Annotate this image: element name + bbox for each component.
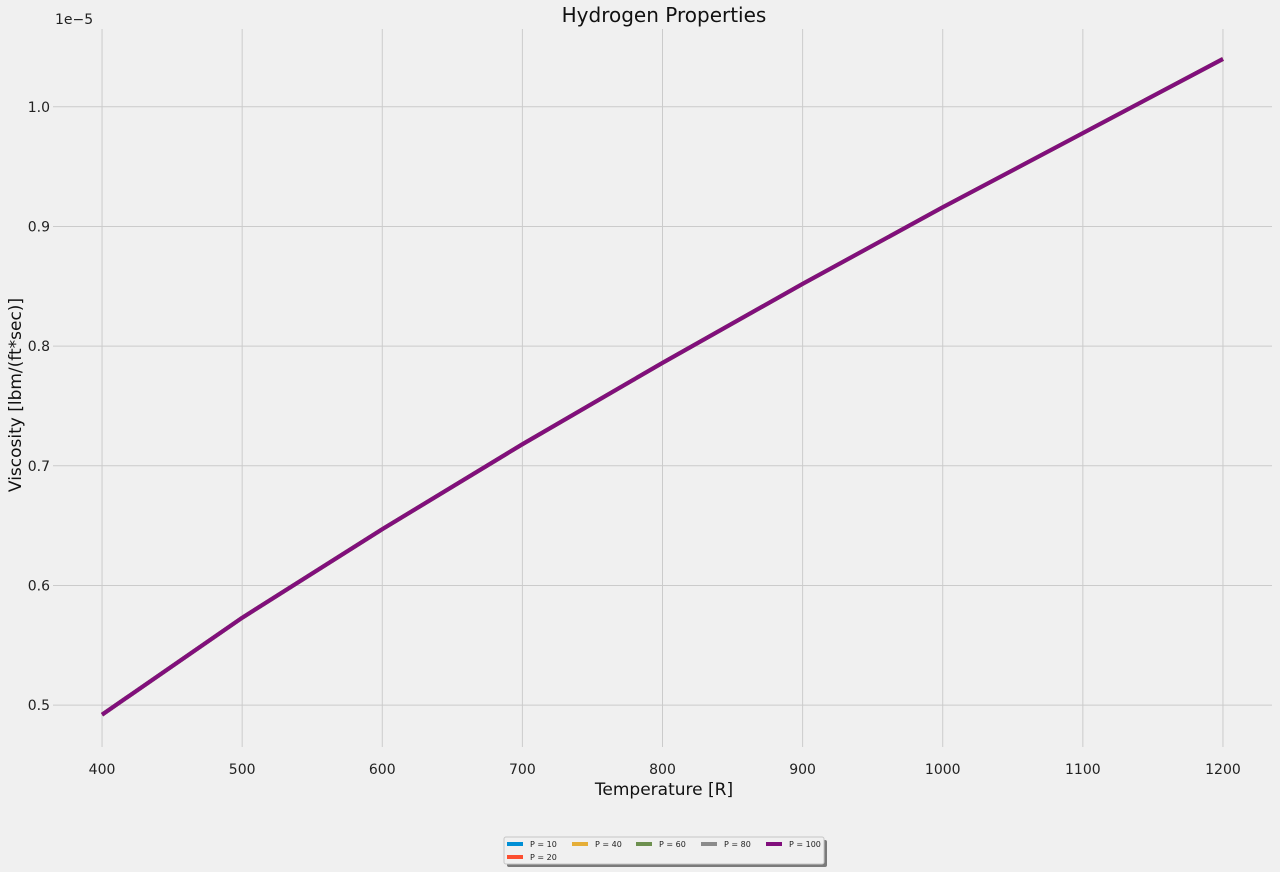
x-tick-label: 1100 xyxy=(1065,762,1101,778)
chart-title: Hydrogen Properties xyxy=(562,3,767,27)
y-axis-title: Viscosity [lbm/(ft*sec)] xyxy=(6,298,26,492)
x-tick-label: 400 xyxy=(89,762,116,778)
legend-label: P = 20 xyxy=(530,853,557,862)
legend-label: P = 100 xyxy=(789,840,821,849)
y-tick-label: 0.5 xyxy=(28,698,50,714)
x-tick-label: 1200 xyxy=(1205,762,1241,778)
x-tick-label: 1000 xyxy=(925,762,961,778)
x-tick-label: 600 xyxy=(369,762,396,778)
series-line xyxy=(100,57,1224,717)
series-layer xyxy=(100,57,1224,717)
legend-label: P = 40 xyxy=(595,840,622,849)
x-tick-label: 900 xyxy=(789,762,816,778)
y-tick-label: 0.9 xyxy=(28,219,50,235)
x-axis-title: Temperature [R] xyxy=(594,780,733,800)
y-tick-label: 0.8 xyxy=(28,339,50,355)
y-offset-label: 1e−5 xyxy=(55,12,93,28)
legend-label: P = 10 xyxy=(530,840,557,849)
x-tick-label: 800 xyxy=(649,762,676,778)
x-ticks: 400 500 600 700 800 900 1000 1100 1200 xyxy=(89,762,1241,778)
legend-label: P = 60 xyxy=(659,840,686,849)
legend-label: P = 80 xyxy=(724,840,751,849)
y-tick-label: 0.7 xyxy=(28,459,50,475)
y-ticks: 0.5 0.6 0.7 0.8 0.9 1.0 xyxy=(28,100,50,714)
x-tick-label: 500 xyxy=(229,762,256,778)
y-tick-label: 0.6 xyxy=(28,578,50,594)
legend: P = 10 P = 20 P = 40 P = 60 P = 80 P = 100 xyxy=(503,836,827,867)
y-tick-label: 1.0 xyxy=(28,100,50,116)
legend-items: P = 10 P = 20 P = 40 P = 60 P = 80 P = 100 xyxy=(507,840,821,862)
grid xyxy=(53,29,1272,747)
x-tick-label: 700 xyxy=(509,762,536,778)
